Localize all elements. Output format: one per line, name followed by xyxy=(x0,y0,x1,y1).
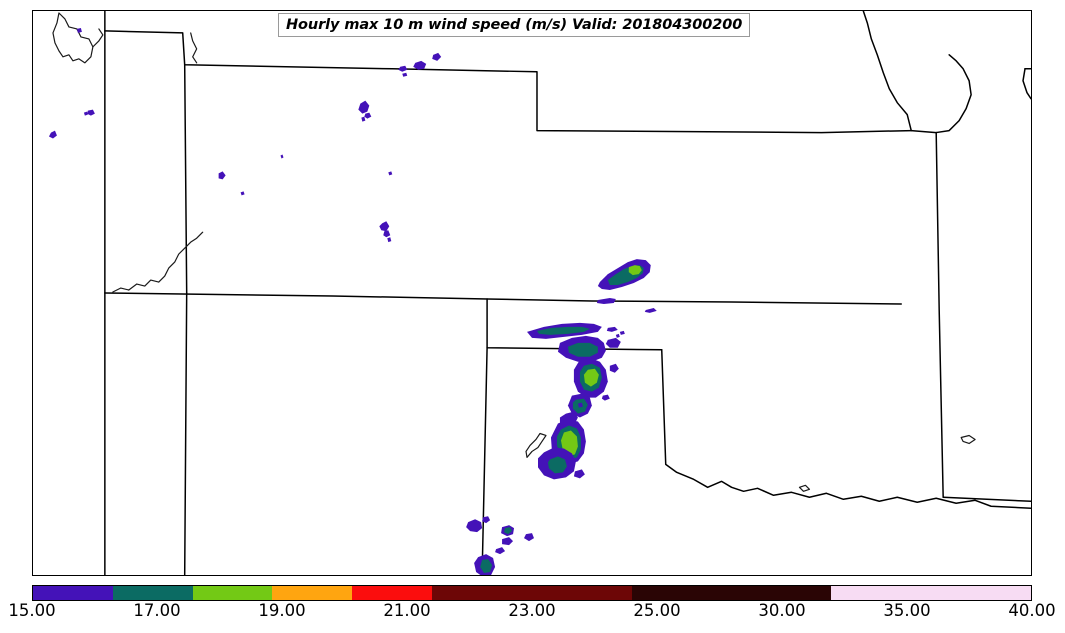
colorbar-tick-40-00: 40.00 xyxy=(1008,601,1056,620)
colorbar[interactable] xyxy=(32,585,1032,601)
colorbar-tick-23-00: 23.00 xyxy=(508,601,556,620)
colorbar-segment-green[interactable] xyxy=(192,586,273,600)
cell-group-main-line xyxy=(537,335,621,480)
colorbar-tick-35-00: 35.00 xyxy=(883,601,931,620)
wind-speed-field xyxy=(48,27,657,575)
page-title: Hourly max 10 m wind speed (m/s) Valid: … xyxy=(286,17,743,33)
colorbar-tick-21-00: 21.00 xyxy=(383,601,431,620)
colorbar-segment-pale-pink[interactable] xyxy=(831,586,1031,600)
colorbar-tick-25-00: 25.00 xyxy=(633,601,681,620)
colorbar-segment-near-black-maroon[interactable] xyxy=(631,586,832,600)
colorbar-tick-30-00: 30.00 xyxy=(758,601,806,620)
map-panel[interactable] xyxy=(32,10,1032,576)
colorbar-tick-15-00: 15.00 xyxy=(8,601,56,620)
cell-group-colorado xyxy=(48,27,442,243)
state-boundaries xyxy=(104,11,1031,575)
colorbar-segment-orange[interactable] xyxy=(272,586,353,600)
cell-group-sw-kansas xyxy=(596,259,651,304)
colorbar-segment-indigo[interactable] xyxy=(33,586,113,600)
colorbar-segment-red[interactable] xyxy=(352,586,433,600)
colorbar-tick-19-00: 19.00 xyxy=(258,601,306,620)
map-svg xyxy=(48,11,1031,575)
colorbar-tick-labels: 15.00 17.00 19.00 21.00 23.00 25.00 30.00 35.00… xyxy=(0,601,1065,627)
chart-title-box: Hourly max 10 m wind speed (m/s) Valid: … xyxy=(278,13,751,37)
colorbar-segment-dark-red[interactable] xyxy=(432,586,632,600)
colorbar-tick-17-00: 17.00 xyxy=(133,601,181,620)
river-outlines xyxy=(52,12,976,492)
colorbar-segment-teal[interactable] xyxy=(112,586,193,600)
cell-group-south xyxy=(466,516,534,575)
cell-group-ks-ok-filament xyxy=(527,322,625,339)
cell-group-misc xyxy=(280,72,657,313)
